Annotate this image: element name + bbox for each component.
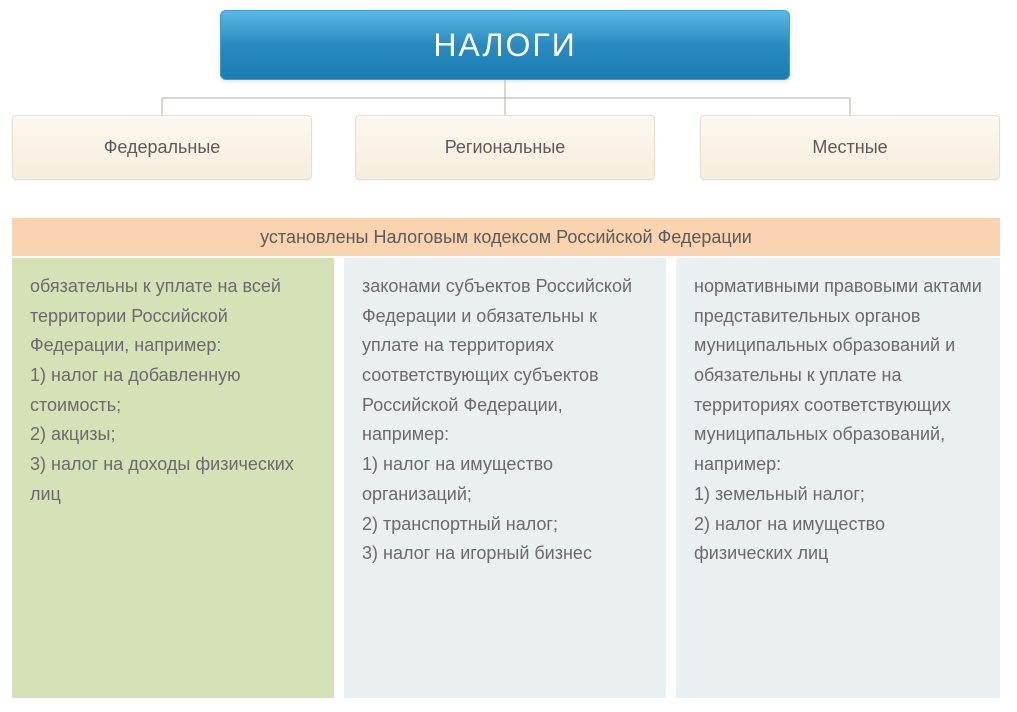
child-node-regional: Региональные	[355, 115, 655, 180]
child-node-federal: Федеральные	[12, 115, 312, 180]
root-node: НАЛОГИ	[220, 10, 790, 80]
column-regional: законами субъектов Российской Федерации …	[344, 258, 666, 698]
column-local: нормативными правовыми актами представит…	[676, 258, 1000, 698]
child-node-local: Местные	[700, 115, 1000, 180]
column-federal: обязательны к уплате на всей территории …	[12, 258, 334, 698]
banner: установлены Налоговым кодексом Российско…	[12, 218, 1000, 256]
